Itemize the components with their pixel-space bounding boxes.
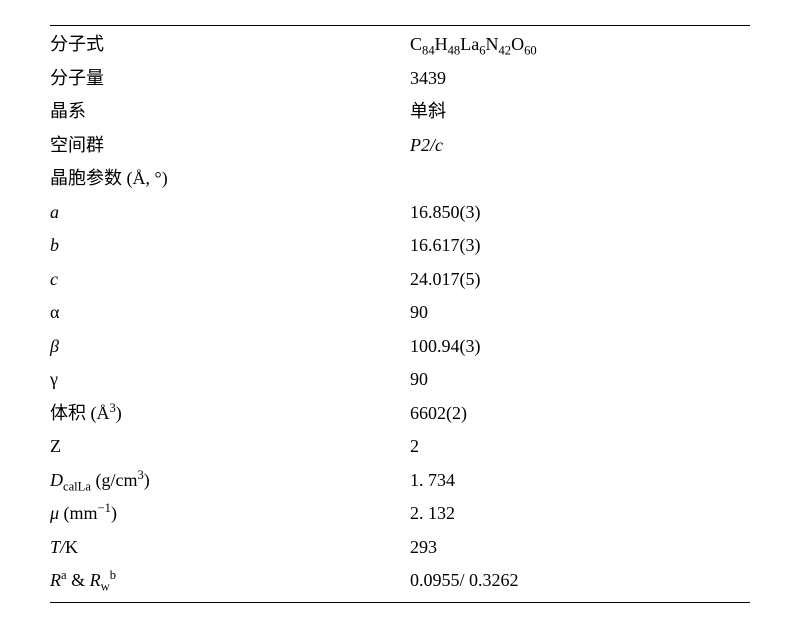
row-label: T/K xyxy=(50,531,410,565)
row-value: 16.850(3) xyxy=(410,196,750,230)
row-label: DcalLa (g/cm3) xyxy=(50,464,410,498)
row-label: μ (mm−1) xyxy=(50,497,410,531)
table-row: γ90 xyxy=(50,363,750,397)
row-value: 24.017(5) xyxy=(410,263,750,297)
top-rule xyxy=(50,25,750,26)
row-label: 体积 (Å3) xyxy=(50,397,410,431)
row-value: 16.617(3) xyxy=(410,229,750,263)
crystallography-table: 分子式C84H48La6N42O60分子量3439晶系单斜空间群P2/c晶胞参数… xyxy=(0,0,800,625)
table-row: b16.617(3) xyxy=(50,229,750,263)
table-row: μ (mm−1)2. 132 xyxy=(50,497,750,531)
row-value: C84H48La6N42O60 xyxy=(410,28,750,62)
row-label: 晶系 xyxy=(50,95,410,129)
row-label: α xyxy=(50,296,410,330)
row-value: 100.94(3) xyxy=(410,330,750,364)
row-label: b xyxy=(50,229,410,263)
row-value: 3439 xyxy=(410,62,750,96)
row-label: Ra & Rwb xyxy=(50,564,410,598)
table-body: 分子式C84H48La6N42O60分子量3439晶系单斜空间群P2/c晶胞参数… xyxy=(50,28,750,598)
row-value: 1. 734 xyxy=(410,464,750,498)
row-value: 单斜 xyxy=(410,95,750,129)
table-row: 分子式C84H48La6N42O60 xyxy=(50,28,750,62)
table-row: 空间群P2/c xyxy=(50,129,750,163)
row-label: γ xyxy=(50,363,410,397)
row-value: 90 xyxy=(410,296,750,330)
table-row: β100.94(3) xyxy=(50,330,750,364)
table-row: 晶胞参数 (Å, °) xyxy=(50,162,750,196)
row-label: β xyxy=(50,330,410,364)
row-label: 晶胞参数 (Å, °) xyxy=(50,162,410,196)
table-row: DcalLa (g/cm3)1. 734 xyxy=(50,464,750,498)
row-value: 6602(2) xyxy=(410,397,750,431)
row-value: 0.0955/ 0.3262 xyxy=(410,564,750,598)
table-row: c24.017(5) xyxy=(50,263,750,297)
table-row: a16.850(3) xyxy=(50,196,750,230)
table-row: Z2 xyxy=(50,430,750,464)
table-row: 分子量3439 xyxy=(50,62,750,96)
row-value: 90 xyxy=(410,363,750,397)
table-row: α90 xyxy=(50,296,750,330)
row-value: P2/c xyxy=(410,129,750,163)
row-label: Z xyxy=(50,430,410,464)
row-label: a xyxy=(50,196,410,230)
row-label: c xyxy=(50,263,410,297)
row-value: 2 xyxy=(410,430,750,464)
table-row: 体积 (Å3)6602(2) xyxy=(50,397,750,431)
row-label: 分子式 xyxy=(50,28,410,62)
bottom-rule xyxy=(50,602,750,603)
row-label: 空间群 xyxy=(50,129,410,163)
row-label: 分子量 xyxy=(50,62,410,96)
row-value: 2. 132 xyxy=(410,497,750,531)
row-value: 293 xyxy=(410,531,750,565)
table-row: T/K293 xyxy=(50,531,750,565)
table-row: Ra & Rwb0.0955/ 0.3262 xyxy=(50,564,750,598)
table-row: 晶系单斜 xyxy=(50,95,750,129)
